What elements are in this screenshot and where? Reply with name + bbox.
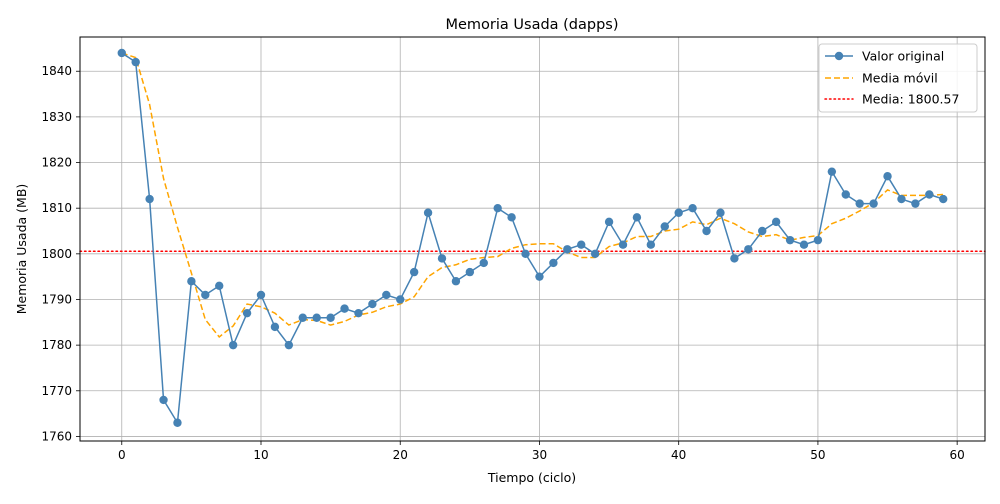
original-value-point: [646, 240, 656, 249]
original-value-point: [298, 313, 307, 322]
original-value-point: [632, 213, 642, 222]
x-tick-label: 30: [532, 448, 547, 462]
original-value-point: [368, 299, 377, 309]
original-value-point: [563, 245, 572, 254]
original-value-point: [869, 199, 878, 208]
legend: Valor original Media móvil Media: 1800.57: [818, 43, 978, 113]
original-value-point: [813, 235, 823, 245]
y-axis-label: Memoria Usada (MB): [14, 184, 29, 315]
original-value-point: [437, 254, 447, 263]
x-axis-label: Tiempo (ciclo): [487, 470, 576, 485]
x-tick-label: 20: [393, 448, 408, 462]
moving-average-line: [121, 52, 944, 338]
original-value-point: [131, 57, 140, 67]
original-value-point: [827, 167, 837, 176]
x-tick-label: 60: [950, 448, 965, 462]
original-value-point: [493, 203, 502, 213]
original-value-point: [771, 217, 781, 227]
original-value-point: [409, 267, 419, 277]
original-value-point: [744, 245, 753, 254]
plot-frame: [79, 36, 986, 442]
original-value-point: [173, 418, 182, 427]
legend-mean-label: Media: 1800.57: [862, 92, 959, 107]
original-value-point: [549, 258, 558, 268]
y-tick-label: 1760: [41, 429, 72, 443]
y-tick-label: 1820: [41, 156, 72, 170]
original-value-point: [228, 340, 238, 350]
y-tick-label: 1800: [41, 247, 72, 261]
original-value-point: [242, 308, 252, 318]
original-value-point: [507, 213, 516, 222]
original-value-point: [604, 217, 614, 227]
original-value-point: [883, 172, 892, 181]
original-value-point: [925, 190, 934, 199]
original-value-point: [618, 240, 628, 249]
original-value-point: [215, 281, 224, 290]
original-value-point: [312, 313, 321, 322]
series-layer: [79, 48, 986, 427]
ticks: 0 10 20 30 40 50 60 1760 1770 1780 1790 1800 1810 182…: [41, 64, 964, 462]
original-value-point: [187, 277, 196, 286]
original-value-point: [911, 199, 920, 208]
original-value-point: [465, 267, 475, 277]
y-tick-label: 1830: [41, 110, 72, 124]
original-value-point: [382, 290, 391, 300]
original-value-point: [841, 190, 850, 199]
original-value-point: [799, 240, 809, 249]
original-value-point: [326, 313, 335, 322]
original-value-point: [145, 194, 154, 204]
legend-original-label: Valor original: [862, 49, 944, 64]
original-value-point: [535, 272, 544, 281]
original-value-point: [660, 222, 669, 231]
original-value-point: [396, 295, 405, 304]
x-tick-label: 10: [253, 448, 268, 462]
original-value-point: [117, 48, 126, 58]
original-value-point: [159, 395, 168, 405]
x-tick-label: 40: [671, 448, 686, 462]
original-value-point: [939, 194, 948, 204]
x-tick-label: 0: [118, 448, 126, 462]
original-value-point: [590, 249, 600, 259]
original-value-point: [340, 304, 349, 313]
original-value-point: [354, 308, 363, 318]
original-value-point: [730, 254, 739, 263]
legend-moving-average-label: Media móvil: [862, 71, 938, 86]
y-tick-label: 1770: [41, 384, 72, 398]
original-value-point: [897, 194, 906, 204]
y-tick-label: 1790: [41, 292, 72, 306]
legend-original-marker: [834, 51, 844, 61]
original-value-point: [521, 249, 530, 259]
original-value-point: [284, 340, 294, 350]
original-value-point: [270, 322, 280, 332]
original-value-point: [479, 258, 488, 268]
y-tick-label: 1810: [41, 201, 72, 215]
original-value-point: [702, 226, 711, 236]
original-value-point: [201, 290, 210, 300]
chart-title: Memoria Usada (dapps): [445, 17, 618, 33]
original-value-point: [256, 290, 266, 300]
original-value-point: [855, 199, 864, 208]
legend-box: [818, 43, 978, 113]
original-value-point: [688, 203, 697, 213]
y-tick-label: 1780: [41, 338, 72, 352]
original-value-point: [577, 240, 586, 249]
original-value-point: [674, 208, 683, 217]
original-value-point: [423, 208, 433, 217]
original-value-point: [785, 235, 795, 245]
y-tick-label: 1840: [41, 64, 72, 78]
x-tick-label: 50: [810, 448, 825, 462]
original-value-point: [451, 277, 461, 286]
original-value-point: [758, 226, 767, 236]
original-value-point: [716, 208, 725, 217]
